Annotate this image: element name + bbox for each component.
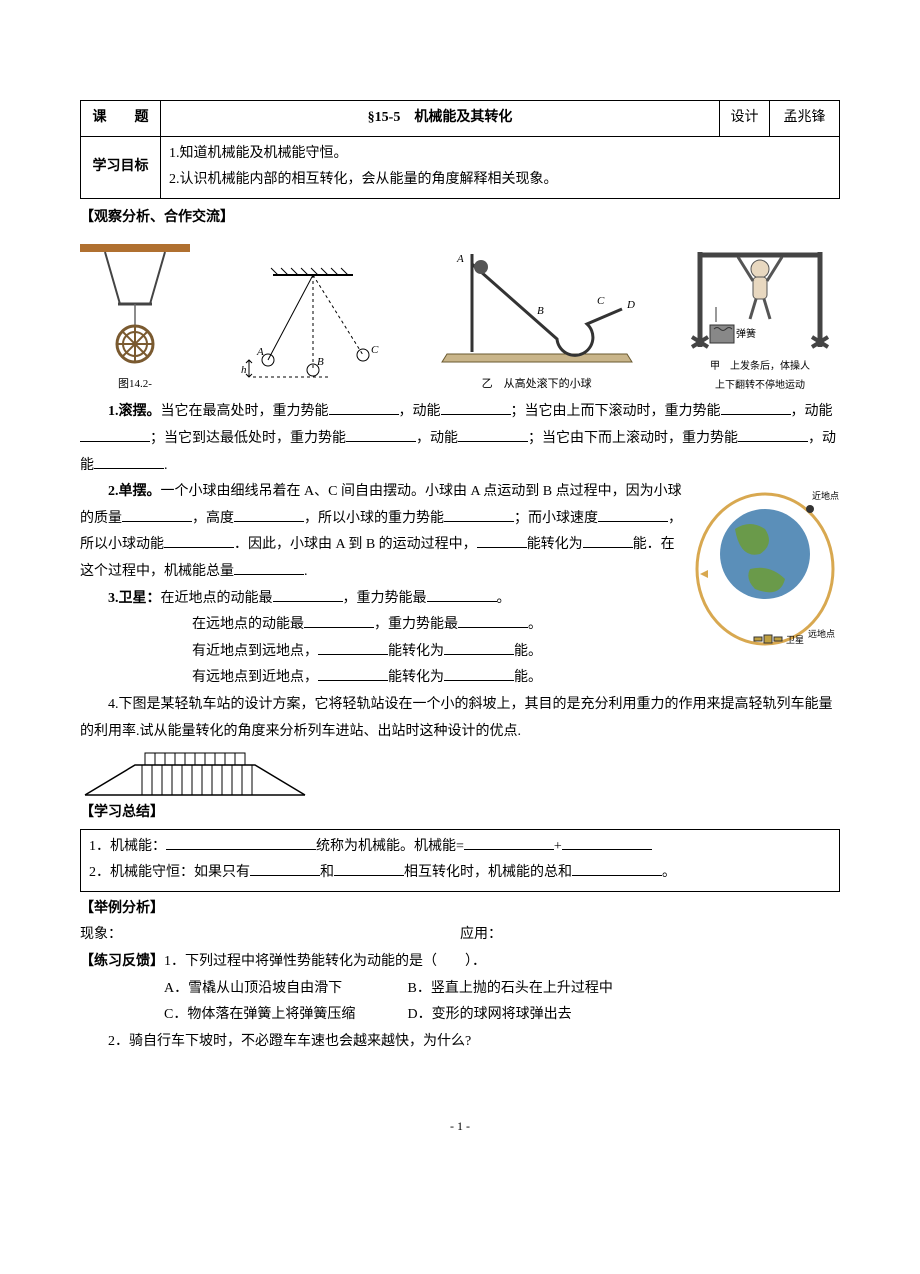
blank[interactable] bbox=[234, 560, 304, 575]
blank[interactable] bbox=[164, 533, 234, 548]
blank[interactable] bbox=[318, 639, 388, 654]
svg-text:C: C bbox=[371, 344, 379, 356]
figure-simple-pendulum: A B C h bbox=[233, 265, 393, 395]
q1-paragraph: 1.滚摆。当它在最高处时，重力势能，动能；当它由上而下滚动时，重力势能，动能；当… bbox=[80, 399, 840, 479]
svg-text:近地点: 近地点 bbox=[812, 490, 839, 501]
svg-text:A: A bbox=[456, 253, 464, 265]
blank[interactable] bbox=[166, 834, 316, 849]
satellite-svg: 近地点 卫星 远地点 bbox=[690, 479, 840, 649]
cell-topic-title: §15-5 机械能及其转化 bbox=[161, 101, 720, 137]
blank[interactable] bbox=[122, 506, 192, 521]
track-svg: A B C D bbox=[437, 244, 637, 374]
example-right: 应用： bbox=[460, 922, 840, 949]
document-body: 【观察分析、合作交流】 图14.2- bbox=[80, 205, 840, 1056]
blank[interactable] bbox=[94, 453, 164, 468]
fig4-caption: 甲 上发条后，体操人 上下翻转不停地运动 bbox=[680, 357, 840, 395]
blank[interactable] bbox=[572, 861, 662, 876]
blank[interactable] bbox=[250, 861, 320, 876]
blank[interactable] bbox=[441, 400, 511, 415]
option-a[interactable]: A．雪橇从山顶沿坡自由滑下 bbox=[164, 976, 404, 1003]
blank[interactable] bbox=[562, 834, 652, 849]
figure-rolling-pendulum: 图14.2- bbox=[80, 244, 190, 395]
station-svg bbox=[80, 745, 310, 800]
page-number: - 1 - bbox=[80, 1115, 840, 1138]
blank[interactable] bbox=[721, 400, 791, 415]
summary-line2: 2．机械能守恒：如果只有和相互转化时，机械能的总和。 bbox=[89, 860, 831, 887]
cell-topic-label: 课 题 bbox=[81, 101, 161, 137]
summary-line1: 1．机械能：统称为机械能。机械能=+ bbox=[89, 834, 831, 861]
cell-design-label: 设计 bbox=[720, 101, 770, 137]
options-row2: C．物体落在弹簧上将弹簧压缩 D．变形的球网将球弹出去 bbox=[80, 1002, 840, 1029]
figures-row: 图14.2- A B C h bbox=[80, 237, 840, 395]
blank[interactable] bbox=[738, 427, 808, 442]
gymnast-svg: 弹簧 bbox=[680, 237, 840, 357]
blank[interactable] bbox=[346, 427, 416, 442]
option-c[interactable]: C．物体落在弹簧上将弹簧压缩 bbox=[164, 1002, 404, 1029]
q3-line4: 有远地点到近地点，能转化为能。 bbox=[80, 665, 840, 692]
svg-text:A: A bbox=[256, 346, 264, 358]
blank[interactable] bbox=[334, 861, 404, 876]
blank[interactable] bbox=[427, 586, 497, 601]
simple-pendulum-svg: A B C h bbox=[233, 265, 393, 395]
fig1-caption: 图14.2- bbox=[80, 374, 190, 395]
blank[interactable] bbox=[458, 613, 528, 628]
option-b[interactable]: B．竖直上抛的石头在上升过程中 bbox=[408, 981, 613, 996]
svg-text:C: C bbox=[597, 295, 605, 307]
goal-1: 1.知道机械能及机械能守恒。 bbox=[169, 141, 831, 168]
blank[interactable] bbox=[464, 834, 554, 849]
example-row: 现象： 应用： bbox=[80, 922, 840, 949]
blank[interactable] bbox=[444, 666, 514, 681]
q2-lead: 2.单摆。 bbox=[108, 484, 161, 499]
q4-text: 4.下图是某轻轨车站的设计方案，它将轻轨站设在一个小的斜坡上，其目的是充分利用重… bbox=[80, 692, 840, 745]
blank[interactable] bbox=[234, 506, 304, 521]
svg-text:卫星: 卫星 bbox=[786, 635, 804, 645]
svg-text:B: B bbox=[537, 305, 544, 317]
figure-light-rail-station bbox=[80, 745, 840, 800]
figure-track-ball: A B C D 乙 从高处滚下的小球 bbox=[437, 244, 637, 395]
fig3-caption: 乙 从高处滚下的小球 bbox=[437, 374, 637, 395]
svg-text:B: B bbox=[317, 356, 324, 368]
cell-goal-label: 学习目标 bbox=[81, 136, 161, 198]
svg-text:弹簧: 弹簧 bbox=[736, 327, 756, 340]
example-left: 现象： bbox=[80, 922, 460, 949]
blank[interactable] bbox=[583, 533, 633, 548]
blank[interactable] bbox=[329, 400, 399, 415]
cell-designer-name: 孟兆锋 bbox=[770, 101, 840, 137]
section-observe-title: 【观察分析、合作交流】 bbox=[80, 205, 840, 232]
rolling-pendulum-svg bbox=[80, 244, 190, 374]
svg-text:远地点: 远地点 bbox=[808, 628, 835, 639]
section-summary-title: 【学习总结】 bbox=[80, 800, 840, 827]
svg-text:D: D bbox=[626, 299, 635, 311]
practice-q2: 2．骑自行车下坡时，不必蹬车车速也会越来越快，为什么? bbox=[80, 1029, 840, 1056]
option-d[interactable]: D．变形的球网将球弹出去 bbox=[408, 1007, 572, 1022]
blank[interactable] bbox=[598, 506, 668, 521]
cell-goals: 1.知道机械能及机械能守恒。 2.认识机械能内部的相互转化，会从能量的角度解释相… bbox=[161, 136, 840, 198]
blank[interactable] bbox=[80, 427, 150, 442]
practice-q1: 【练习反馈】1．下列过程中将弹性势能转化为动能的是（ ）． bbox=[80, 949, 840, 976]
blank[interactable] bbox=[477, 533, 527, 548]
blank[interactable] bbox=[318, 666, 388, 681]
section-example-title: 【举例分析】 bbox=[80, 896, 840, 923]
figure-gymnast-spring: 弹簧 甲 上发条后，体操人 上下翻转不停地运动 bbox=[680, 237, 840, 395]
section-practice-title: 【练习反馈】 bbox=[80, 954, 164, 969]
blank[interactable] bbox=[444, 639, 514, 654]
summary-box: 1．机械能：统称为机械能。机械能=+ 2．机械能守恒：如果只有和相互转化时，机械… bbox=[80, 829, 840, 892]
blank[interactable] bbox=[304, 613, 374, 628]
blank[interactable] bbox=[444, 506, 514, 521]
header-table: 课 题 §15-5 机械能及其转化 设计 孟兆锋 学习目标 1.知道机械能及机械… bbox=[80, 100, 840, 199]
blank[interactable] bbox=[458, 427, 528, 442]
options-row1: A．雪橇从山顶沿坡自由滑下 B．竖直上抛的石头在上升过程中 bbox=[80, 976, 840, 1003]
goal-2: 2.认识机械能内部的相互转化，会从能量的角度解释相关现象。 bbox=[169, 167, 831, 194]
blank[interactable] bbox=[273, 586, 343, 601]
q3-lead: 3.卫星： bbox=[108, 591, 161, 606]
figure-satellite-orbit: 近地点 卫星 远地点 bbox=[690, 479, 840, 649]
q1-lead: 1.滚摆。 bbox=[108, 404, 161, 419]
